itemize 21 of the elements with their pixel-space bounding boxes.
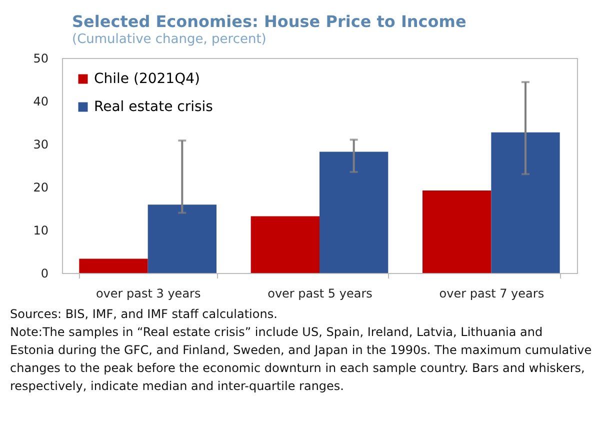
x-tick-label: over past 3 years xyxy=(96,286,201,300)
y-tick-label: 50 xyxy=(33,52,48,66)
source-note: Sources: BIS, IMF, and IMF staff calculations. xyxy=(10,307,278,321)
bar xyxy=(79,258,148,273)
y-tick-label: 0 xyxy=(40,266,48,280)
bar xyxy=(250,216,320,273)
y-tick-label: 10 xyxy=(33,224,48,238)
x-tick-label: over past 7 years xyxy=(439,286,544,300)
y-tick-label: 30 xyxy=(33,138,48,152)
bar xyxy=(491,132,560,273)
legend-label: Chile (2021Q4) xyxy=(94,71,200,87)
y-tick-label: 40 xyxy=(33,94,48,108)
bar xyxy=(320,152,388,273)
x-tick-label: over past 5 years xyxy=(268,286,372,300)
bar xyxy=(148,204,216,273)
chart-title: Selected Economies: House Price to Income xyxy=(72,12,466,31)
y-tick-label: 20 xyxy=(33,180,48,194)
chart-subtitle: (Cumulative change, percent) xyxy=(72,32,266,47)
bar xyxy=(422,190,492,273)
text: Note:The samples in “Real estate crisis” include US, Spain, Ireland, Latvia, Lithuania and Estonia during the GFC, and Finland, Sweden, and Japan in the 1990s. The maximum cumulative changes to the peak before the economic downturn in each sample country. Bars and whiskers, respectively, indicate median and inter-quartile ranges. xyxy=(10,325,592,393)
legend-label: Real estate crisis xyxy=(94,99,213,115)
